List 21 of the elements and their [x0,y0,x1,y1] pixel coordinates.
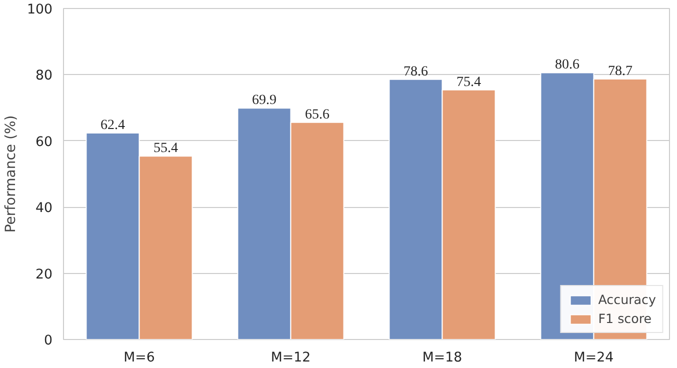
data-label: 65.6 [305,107,330,122]
y-tick-label: 20 [36,267,53,282]
x-tick-label: M=6 [124,350,155,366]
data-label: 78.6 [403,64,428,80]
y-tick-label: 100 [27,2,53,18]
data-label: 75.4 [456,74,482,90]
data-label: 69.9 [252,93,276,108]
y-tick-label: 60 [36,134,53,150]
x-tick-label: M=24 [574,350,614,366]
x-tick-label: M=12 [270,350,311,366]
data-label: 55.4 [154,141,178,156]
legend-label: F1 score [598,311,652,326]
data-label: 78.7 [608,64,633,80]
y-axis-title: Performance (%) [3,115,20,233]
y-tick-label: 0 [44,334,53,348]
data-label: 80.6 [554,58,580,73]
data-label: 62.4 [100,118,125,133]
x-tick-label: M=18 [422,350,462,366]
y-tick-label: 40 [36,201,53,216]
legend-label: Accuracy [598,292,656,307]
y-tick-label: 80 [36,68,53,84]
